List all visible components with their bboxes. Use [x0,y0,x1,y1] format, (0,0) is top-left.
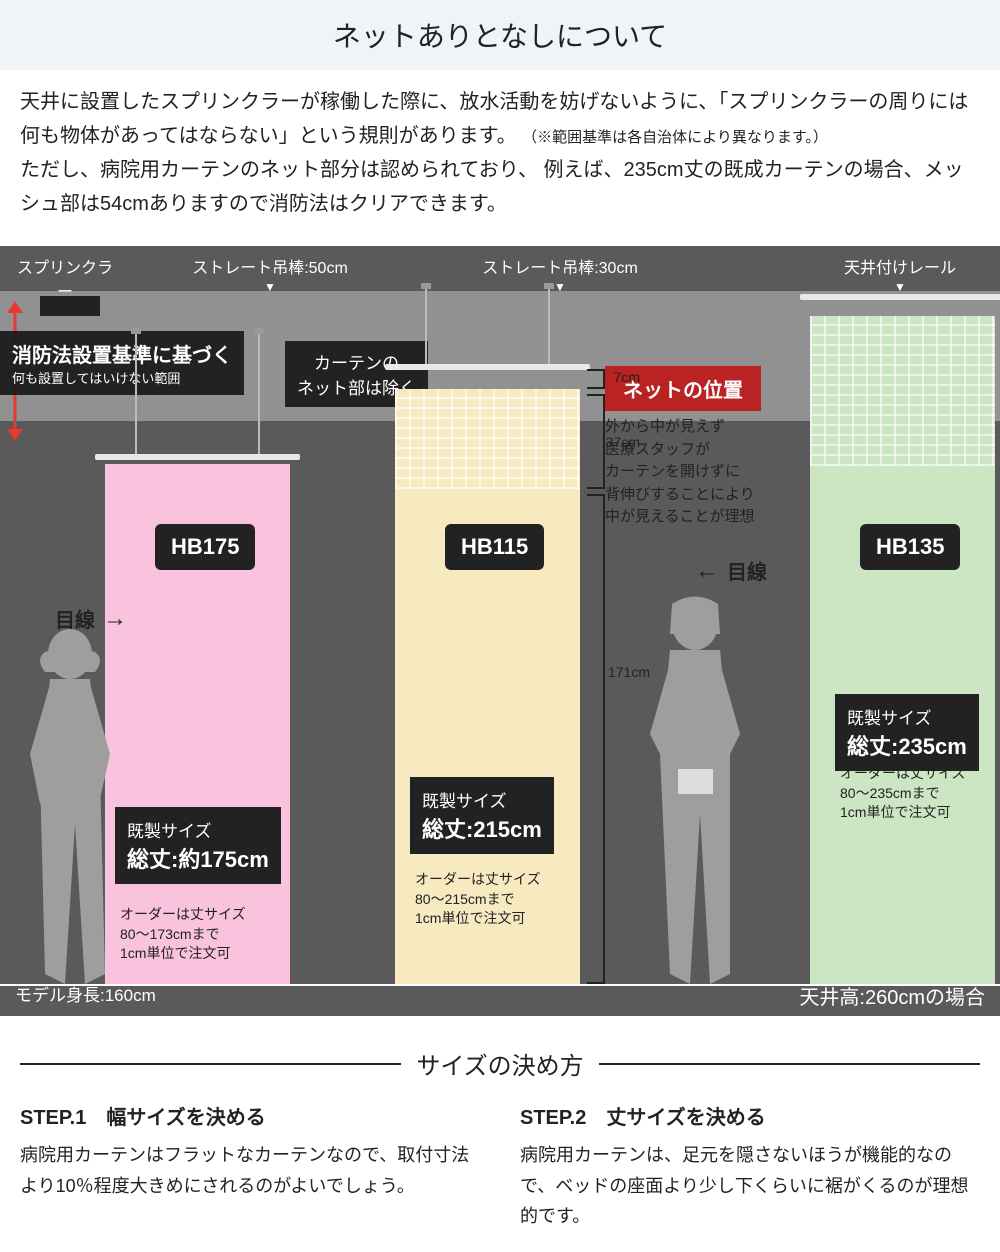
hanger-icon [548,289,550,364]
hb-code-badge: HB115 [445,524,544,570]
bottom-labels: モデル身長:160cm 天井高:260cmの場合 [15,981,985,1010]
person-silhouette [630,594,760,984]
size-box: 既製サイズ 総丈:235cm [835,694,979,771]
order-note: オーダーは丈サイズ 80～173cmまで 1cm単位で注文可 [120,905,246,964]
rail-icon [95,454,300,460]
hanger-icon [425,289,427,364]
net-position-text: 外から中が見えず 医療スタッフが カーテンを開けずに 背伸びすることにより 中が… [605,416,785,529]
sizing-section: サイズの決め方 STEP.1 幅サイズを決める 病院用カーテンはフラットなカーテ… [0,1016,1000,1252]
order-note: オーダーは丈サイズ 80～215cmまで 1cm単位で注文可 [415,870,541,929]
curtain-hb135: 7cm 54cm 174cm HB135 既製サイズ 総丈:235cm オーダー… [810,294,995,984]
model-height-label: モデル身長:160cm [15,981,156,1010]
size-box: 既製サイズ 総丈:約175cm [115,807,281,884]
eye-line-label: 目線 [695,556,767,585]
ceiling-height-label: 天井高:260cmの場合 [799,981,985,1010]
measure-bracket [587,494,605,984]
person-silhouette [15,624,125,984]
mesh-section [395,389,580,489]
hb-code-badge: HB135 [860,524,960,570]
step-1: STEP.1 幅サイズを決める 病院用カーテンはフラットなカーテンなので、取付寸… [20,1101,480,1232]
intro-note: （※範囲基準は各自治体により異なります。） [522,129,828,146]
order-note: オーダーは丈サイズ 80～235cmまで 1cm単位で注文可 [840,764,966,823]
intro-text: 天井に設置したスプリンクラーが稼働した際に、放水活動を妨げないように、「スプリン… [0,70,1000,236]
rail-icon [385,364,590,370]
hb-code-badge: HB175 [155,524,255,570]
measure-bracket [587,369,605,389]
label-rod30: ストレート吊棒:30cm▼ [460,254,660,318]
measure-label: 7cm [614,369,640,385]
fire-law-box: 消防法設置基準に基づく 何も設置してはいけない範囲 [0,331,244,395]
step-2: STEP.2 丈サイズを決める 病院用カーテンは、足元を隠さないほうが機能的なの… [520,1101,980,1232]
intro-p2: ただし、病院用カーテンのネット部分は認められており、 例えば、235cm丈の既成… [20,159,964,215]
curtain-hb175: HB175 目線 既製サイズ 総丈:約175cm オーダーは丈サイズ 80～17… [105,454,290,984]
label-rod50: ストレート吊棒:50cm▼ [170,254,370,318]
curtain-hb115: 7cm 37cm 171cm HB115 既製サイズ 総丈:215cm オーダー… [395,364,580,984]
sprinkler-icon [40,296,100,316]
sizing-title: サイズの決め方 [20,1046,980,1081]
curtain-diagram: スプリンクラー▼ ストレート吊棒:50cm▼ ストレート吊棒:30cm▼ 天井付… [0,246,1000,1016]
page-title: ネットありとなしについて [0,0,1000,70]
measure-label: 37cm [606,434,640,450]
hanger-icon [135,334,137,454]
mesh-section [810,316,995,466]
curtain-body [810,316,995,984]
size-box: 既製サイズ 総丈:215cm [410,777,554,854]
rail-icon [800,294,1000,300]
measure-bracket [587,394,605,489]
hanger-icon [258,334,260,454]
